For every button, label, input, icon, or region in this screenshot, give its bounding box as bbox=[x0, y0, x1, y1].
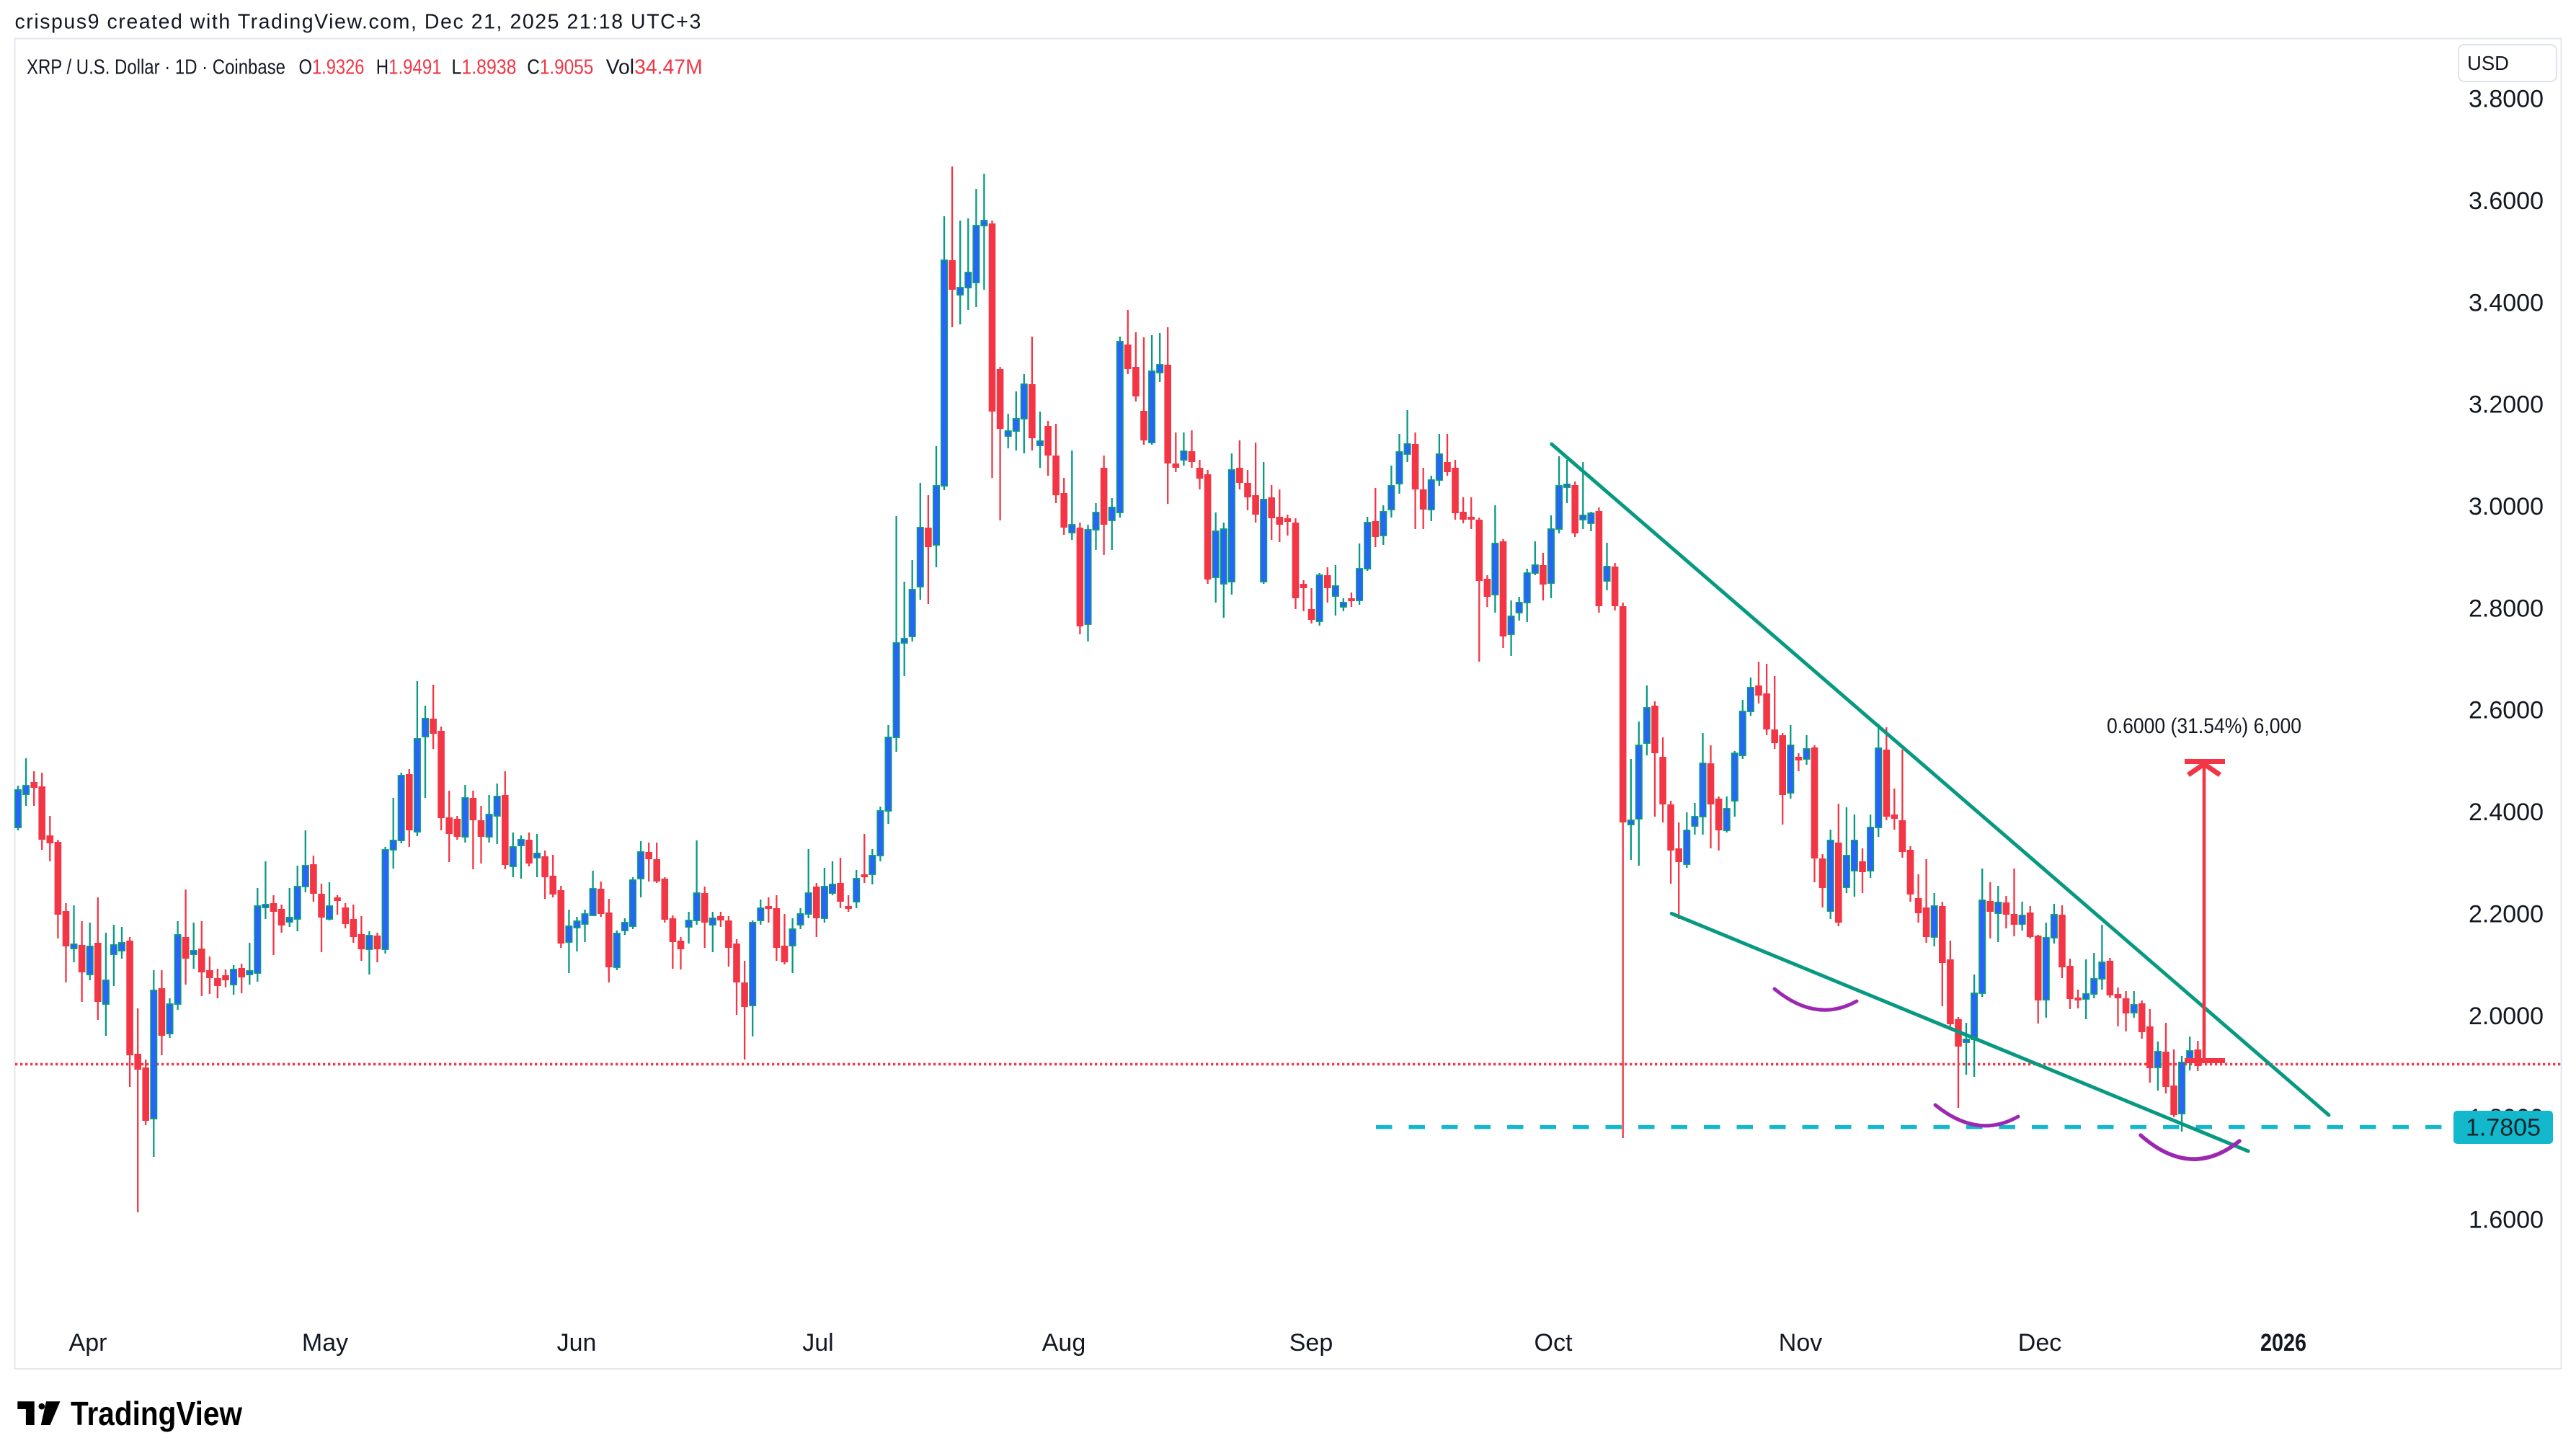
svg-text:Jul: Jul bbox=[802, 1329, 833, 1357]
svg-text:XRP / U.S. Dollar · 1D · Coinb: XRP / U.S. Dollar · 1D · Coinbase bbox=[27, 56, 285, 79]
svg-text:L1.8938: L1.8938 bbox=[452, 56, 517, 79]
svg-text:TradingView: TradingView bbox=[71, 1395, 242, 1432]
svg-text:Oct: Oct bbox=[1535, 1329, 1573, 1357]
svg-text:crispus9 created with TradingV: crispus9 created with TradingView.com, D… bbox=[15, 11, 702, 34]
svg-text:3.4000: 3.4000 bbox=[2469, 289, 2544, 316]
svg-text:USD: USD bbox=[2467, 52, 2509, 74]
svg-text:3.6000: 3.6000 bbox=[2469, 187, 2544, 215]
svg-text:1.7805: 1.7805 bbox=[2466, 1114, 2541, 1142]
svg-text:Aug: Aug bbox=[1042, 1329, 1086, 1357]
svg-text:Vol34.47M: Vol34.47M bbox=[606, 56, 703, 79]
svg-text:Apr: Apr bbox=[69, 1329, 107, 1357]
svg-text:Sep: Sep bbox=[1289, 1329, 1333, 1357]
svg-text:0.6000 (31.54%) 6,000: 0.6000 (31.54%) 6,000 bbox=[2107, 714, 2301, 738]
svg-text:2.2000: 2.2000 bbox=[2469, 900, 2544, 928]
svg-text:May: May bbox=[302, 1329, 348, 1357]
svg-text:Nov: Nov bbox=[1779, 1329, 1822, 1357]
svg-text:3.2000: 3.2000 bbox=[2469, 391, 2544, 419]
svg-text:H1.9491: H1.9491 bbox=[376, 56, 442, 79]
svg-text:1.6000: 1.6000 bbox=[2469, 1207, 2544, 1234]
svg-text:Dec: Dec bbox=[2018, 1329, 2061, 1357]
svg-text:Jun: Jun bbox=[557, 1329, 597, 1357]
svg-text:2.8000: 2.8000 bbox=[2469, 595, 2544, 622]
svg-text:3.8000: 3.8000 bbox=[2469, 86, 2544, 113]
svg-text:C1.9055: C1.9055 bbox=[527, 56, 593, 79]
svg-text:2.4000: 2.4000 bbox=[2469, 799, 2544, 826]
svg-text:3.0000: 3.0000 bbox=[2469, 493, 2544, 520]
svg-text:O1.9326: O1.9326 bbox=[299, 56, 365, 79]
svg-text:2.6000: 2.6000 bbox=[2469, 697, 2544, 724]
svg-text:2026: 2026 bbox=[2260, 1329, 2306, 1357]
svg-text:2.0000: 2.0000 bbox=[2469, 1003, 2544, 1030]
